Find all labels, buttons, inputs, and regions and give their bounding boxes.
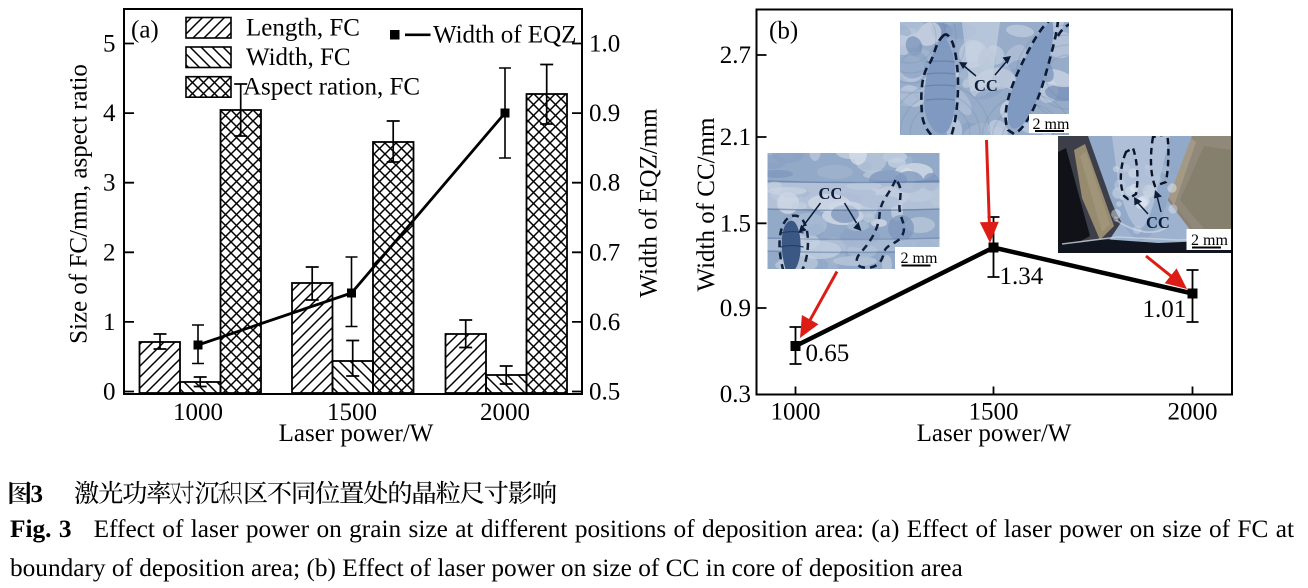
svg-text:1000: 1000 [771, 399, 821, 426]
svg-text:1.0: 1.0 [589, 31, 620, 58]
svg-text:0.5: 0.5 [589, 379, 620, 406]
svg-text:0.65: 0.65 [806, 340, 850, 367]
svg-text:0.7: 0.7 [589, 239, 620, 266]
svg-text:2.1: 2.1 [720, 124, 751, 151]
svg-text:CC: CC [974, 76, 998, 95]
svg-text:0: 0 [103, 379, 116, 406]
svg-text:1500: 1500 [969, 399, 1019, 426]
svg-text:2.7: 2.7 [720, 42, 751, 69]
svg-text:2 mm: 2 mm [901, 250, 938, 267]
svg-text:0.3: 0.3 [720, 381, 751, 408]
svg-text:2000: 2000 [480, 399, 530, 426]
svg-text:(a): (a) [131, 17, 159, 44]
svg-text:CC: CC [1146, 213, 1170, 232]
svg-text:0.8: 0.8 [589, 170, 620, 197]
svg-text:2: 2 [103, 239, 116, 266]
svg-text:5: 5 [103, 31, 116, 58]
svg-text:1.01: 1.01 [1143, 296, 1187, 323]
svg-text:1: 1 [103, 309, 116, 336]
svg-text:Laser power/W: Laser power/W [279, 420, 434, 447]
svg-text:Width of EQZ/mm: Width of EQZ/mm [636, 108, 663, 298]
svg-text:(b): (b) [769, 18, 798, 45]
svg-text:CC: CC [819, 184, 843, 203]
svg-text:Aspect ration, FC: Aspect ration, FC [243, 74, 420, 101]
svg-text:1.5: 1.5 [720, 210, 751, 237]
svg-text:Width of EQZ: Width of EQZ [433, 22, 576, 49]
svg-text:2000: 2000 [1168, 399, 1218, 426]
svg-text:4: 4 [103, 100, 116, 127]
svg-text:Laser power/W: Laser power/W [917, 420, 1072, 447]
svg-text:Size of FC/mm, aspect ratio: Size of FC/mm, aspect ratio [66, 64, 93, 344]
svg-text:Length, FC: Length, FC [246, 15, 360, 42]
svg-text:1.34: 1.34 [1000, 263, 1044, 290]
svg-text:Width of CC/mm: Width of CC/mm [693, 117, 720, 292]
svg-text:3: 3 [103, 170, 116, 197]
svg-text:0.6: 0.6 [589, 309, 620, 336]
svg-text:0.9: 0.9 [589, 100, 620, 127]
svg-text:2 mm: 2 mm [1033, 116, 1070, 133]
svg-text:2 mm: 2 mm [1191, 232, 1228, 249]
svg-text:1000: 1000 [173, 399, 223, 426]
svg-text:1500: 1500 [327, 399, 377, 426]
svg-text:0.9: 0.9 [720, 295, 751, 322]
svg-text:3: 3 [31, 481, 44, 508]
svg-text:Width, FC: Width, FC [246, 44, 351, 71]
